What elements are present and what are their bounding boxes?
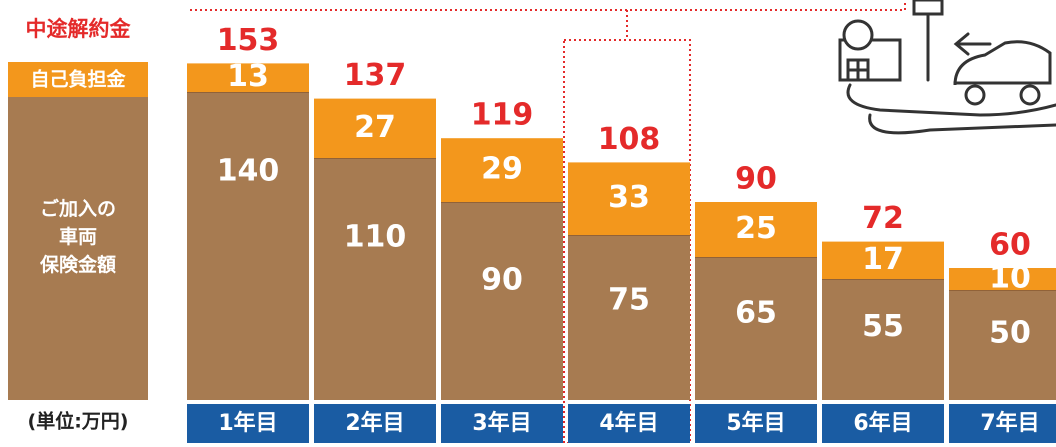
legend-label: 自己負担金	[30, 68, 126, 91]
bar-segment	[314, 158, 436, 400]
x-tick-label: 5年目	[726, 410, 785, 436]
x-tick-label: 4年目	[599, 410, 658, 436]
value-label: 25	[735, 211, 777, 246]
value-label: 90	[481, 263, 523, 298]
x-tick-label: 6年目	[853, 410, 912, 436]
legend-swatch	[8, 62, 148, 97]
total-label: 72	[862, 201, 904, 236]
legend-swatch	[8, 97, 148, 400]
total-label: 153	[217, 23, 280, 58]
value-label: 29	[481, 152, 523, 187]
value-label: 17	[862, 242, 904, 277]
value-label: 65	[735, 296, 777, 331]
bar-segment	[949, 268, 1056, 290]
category-box	[568, 404, 690, 443]
total-label: 137	[344, 58, 407, 93]
total-label: 60	[989, 228, 1031, 263]
bar-segment	[314, 98, 436, 158]
bar-segment	[568, 162, 690, 235]
bar-segment	[187, 92, 309, 400]
bar-segment	[695, 202, 817, 257]
x-tick-label: 2年目	[345, 410, 404, 436]
value-label: 33	[608, 180, 650, 215]
bar-segment	[187, 63, 309, 92]
illustration	[838, 0, 1056, 135]
bar-segment	[822, 241, 944, 279]
value-label: 13	[227, 59, 269, 94]
legend-box: ご加入の 車両 保険金額	[39, 198, 116, 276]
x-tick-label: 7年目	[980, 410, 1039, 436]
legend-label: ご加入の 車両 保険金額	[39, 198, 116, 276]
value-label: 75	[608, 283, 650, 318]
value-label: 50	[989, 316, 1031, 351]
x-tick-label: 1年目	[218, 410, 277, 436]
value-label: 110	[344, 220, 407, 255]
total-label: 119	[471, 98, 534, 133]
value-label: 140	[217, 154, 280, 189]
value-label: 55	[862, 309, 904, 344]
bar-segment	[568, 235, 690, 400]
category-box	[695, 404, 817, 443]
total-legend: 中途解約金	[26, 17, 132, 41]
bar-segment	[949, 290, 1056, 400]
bar-segment	[695, 257, 817, 400]
bar-segment	[822, 279, 944, 400]
category-box	[187, 404, 309, 443]
value-label: 27	[354, 110, 396, 145]
total-label: 90	[735, 162, 777, 197]
category-box	[441, 404, 563, 443]
bar-segment	[441, 138, 563, 202]
x-tick-label: 3年目	[472, 410, 531, 436]
value-label: 10	[989, 261, 1031, 296]
category-box	[822, 404, 944, 443]
total-label: 108	[598, 122, 661, 157]
category-box	[949, 404, 1056, 443]
bar-segment	[441, 202, 563, 400]
category-box	[314, 404, 436, 443]
unit-label: (単位:万円)	[28, 410, 129, 433]
